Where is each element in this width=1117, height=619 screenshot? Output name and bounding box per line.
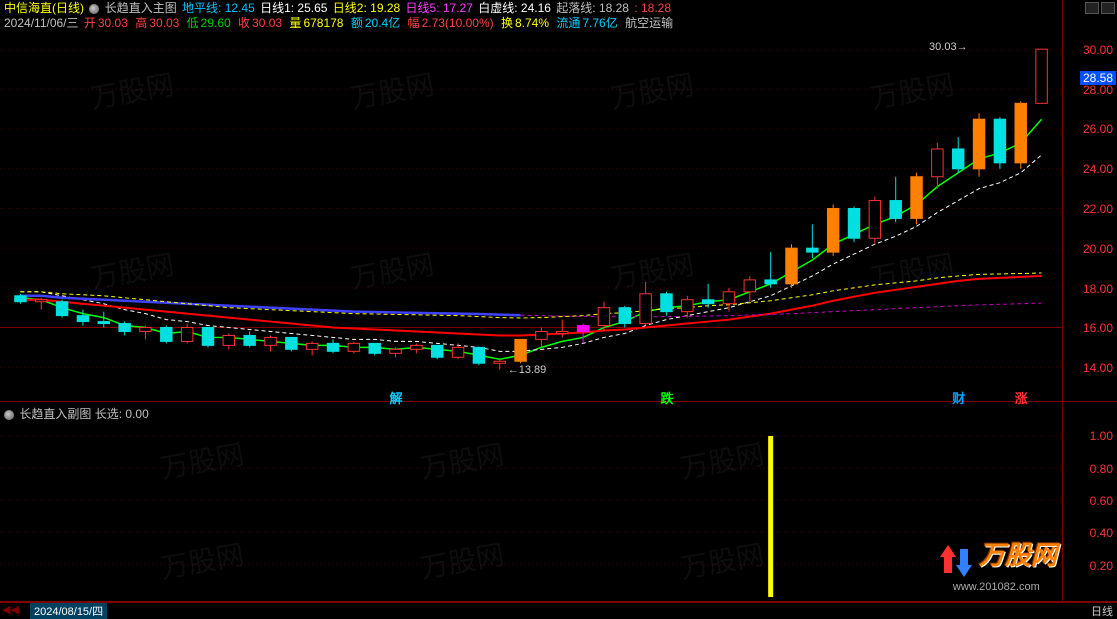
sub-chart-header: 长趋直入副图 长选: 0.00 [0, 404, 1062, 420]
close-icon[interactable] [1101, 2, 1115, 14]
indicator-line-value: 起落线: 18.28 [553, 1, 629, 15]
sector-label: 航空运输 [625, 16, 673, 30]
y-tick-label: 26.00 [1083, 122, 1113, 136]
header-row-2: 2024/11/06/三 开30.03 高30.03 低29.60 收30.03… [4, 16, 1113, 31]
y-tick-label: 0.60 [1090, 494, 1113, 508]
indicator-line-value: 日线2: 19.28 [329, 1, 400, 15]
time-axis-bar: ◀◀ 2024/08/15/四 日线 [0, 602, 1117, 618]
y-tick-label: 0.80 [1090, 462, 1113, 476]
sub-chart-svg [0, 402, 1062, 601]
y-tick-label: 18.00 [1083, 282, 1113, 296]
y-tick-label: 1.00 [1090, 429, 1113, 443]
indicator-line-value: : 18.28 [631, 1, 671, 15]
main-chart-svg [0, 0, 1062, 401]
period-tag: 日线 [1091, 603, 1113, 619]
watermark-logo: 万股网 www.201082.com [936, 535, 1057, 593]
y-tick-label: 24.00 [1083, 162, 1113, 176]
indicator-name: 长趋直入主图 [105, 1, 177, 15]
settings-icon[interactable] [1085, 2, 1099, 14]
high-value: 30.03 [149, 16, 179, 30]
indicator-line-value: 日线1: 25.65 [257, 1, 328, 15]
y-tick-label: 30.00 [1083, 43, 1113, 57]
sub-y-axis: 0.20 0.40 0.60 0.80 1.00 [1062, 402, 1117, 602]
trough-price-label: ←13.89 [508, 364, 547, 376]
vol-value: 678178 [303, 16, 343, 30]
float-value: 7.76亿 [582, 16, 617, 30]
info-icon[interactable] [4, 410, 14, 420]
y-tick-label: 0.40 [1090, 526, 1113, 540]
indicator-line-value: 地平线: 12.45 [182, 1, 255, 15]
y-tick-label: 0.20 [1090, 559, 1113, 573]
chart-header: 中信海直(日线) 长趋直入主图 地平线: 12.45 日线1: 25.65 日线… [0, 0, 1117, 30]
stock-title: 中信海直(日线) [4, 1, 84, 15]
open-value: 30.03 [98, 16, 128, 30]
amt-value: 20.4亿 [365, 16, 400, 30]
chg-value: 2.73(10.00%) [422, 16, 494, 30]
logo-text: 万股网 [979, 540, 1057, 570]
main-y-axis: 14.0016.0018.0020.0022.0024.0026.0028.00… [1062, 0, 1117, 402]
window-controls [1085, 2, 1115, 14]
indicator-line-value: 白虚线: 24.16 [475, 1, 551, 15]
low-value: 29.60 [201, 16, 231, 30]
sub-indicator-name: 长趋直入副图 [19, 407, 91, 421]
peak-price-label: 30.03→ [929, 41, 968, 53]
y-tick-label: 16.00 [1083, 321, 1113, 335]
header-row-1: 中信海直(日线) 长趋直入主图 地平线: 12.45 日线1: 25.65 日线… [4, 1, 1113, 16]
logo-url: www.201082.com [936, 581, 1057, 593]
y-tick-label: 14.00 [1083, 361, 1113, 375]
turn-value: 8.74% [515, 16, 549, 30]
info-icon[interactable] [89, 4, 99, 14]
sub-indicator-chart[interactable] [0, 402, 1062, 602]
current-price-badge: 28.58 [1080, 71, 1116, 85]
indicator-line-value: 日线5: 17.27 [402, 1, 473, 15]
cx-value: 0.00 [125, 407, 148, 421]
close-value: 30.03 [252, 16, 282, 30]
y-tick-label: 22.00 [1083, 202, 1113, 216]
date-label: 2024/11/06/三 [4, 16, 79, 30]
main-candlestick-chart[interactable]: 30.03→←13.89解跌财涨 [0, 0, 1062, 402]
y-tick-label: 20.00 [1083, 242, 1113, 256]
date-start-tag: 2024/08/15/四 [30, 603, 107, 619]
